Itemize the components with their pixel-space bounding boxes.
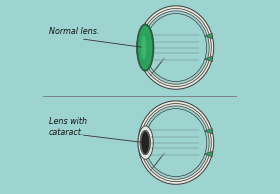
Polygon shape <box>205 33 212 39</box>
Ellipse shape <box>147 15 205 80</box>
Ellipse shape <box>137 24 154 71</box>
Ellipse shape <box>138 31 153 64</box>
Ellipse shape <box>140 130 150 155</box>
Ellipse shape <box>141 35 146 60</box>
Ellipse shape <box>143 11 209 84</box>
Polygon shape <box>205 128 212 134</box>
Polygon shape <box>205 151 212 157</box>
Ellipse shape <box>138 25 153 70</box>
Ellipse shape <box>138 101 214 184</box>
Ellipse shape <box>138 6 214 89</box>
Ellipse shape <box>143 106 209 179</box>
Text: Lens with
cataract.: Lens with cataract. <box>49 117 87 137</box>
Ellipse shape <box>142 132 149 153</box>
Ellipse shape <box>147 110 205 175</box>
Ellipse shape <box>138 126 153 159</box>
Text: Normal lens.: Normal lens. <box>49 27 99 36</box>
Polygon shape <box>205 56 212 62</box>
